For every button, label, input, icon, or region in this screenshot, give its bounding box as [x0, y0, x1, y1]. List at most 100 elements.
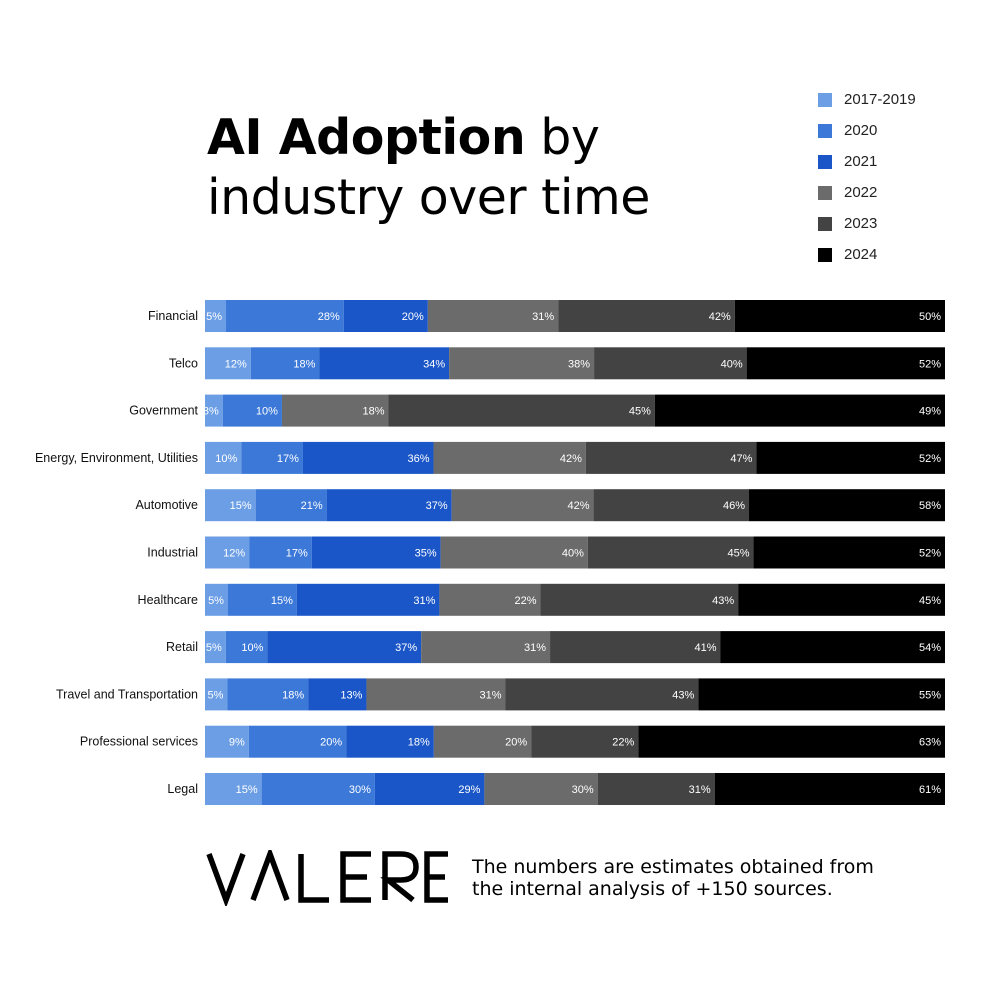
- category-label: Financial: [148, 309, 198, 323]
- data-label: 34%: [423, 358, 445, 370]
- data-label: 20%: [402, 311, 424, 323]
- data-label: 55%: [919, 689, 941, 701]
- category-label: Energy, Environment, Utilities: [35, 451, 198, 465]
- data-label: 17%: [286, 548, 308, 560]
- legend-label: 2022: [844, 184, 878, 201]
- data-label: 50%: [919, 311, 941, 323]
- data-label: 40%: [562, 548, 584, 560]
- legend-swatch: [818, 123, 832, 138]
- data-label: 5%: [208, 595, 224, 607]
- bar-segment: [343, 300, 428, 332]
- chart-legend: 2017-2019 2020 2021 2022 2023 2024: [818, 84, 916, 270]
- data-label: 15%: [271, 595, 293, 607]
- data-label: 31%: [479, 689, 501, 701]
- legend-item: 2024: [818, 239, 916, 270]
- valere-logo: [206, 850, 448, 906]
- bar-segment: [550, 631, 721, 664]
- data-label: 52%: [919, 548, 941, 560]
- category-label: Legal: [167, 782, 198, 796]
- legend-item: 2017-2019: [818, 84, 916, 115]
- data-label: 46%: [723, 500, 745, 512]
- data-label: 49%: [919, 406, 941, 418]
- data-label: 61%: [919, 784, 941, 796]
- data-label: 41%: [694, 642, 716, 654]
- category-label: Telco: [169, 356, 198, 370]
- bar-segment: [421, 631, 551, 664]
- bar-segment: [734, 300, 945, 332]
- data-label: 15%: [236, 784, 258, 796]
- bar-segment: [205, 300, 227, 332]
- data-label: 54%: [919, 642, 941, 654]
- bar-segment: [205, 441, 242, 474]
- data-label: 15%: [230, 500, 252, 512]
- category-label: Industrial: [147, 546, 198, 560]
- bar-segment: [433, 725, 532, 758]
- data-label: 10%: [215, 453, 237, 465]
- category-label: Travel and Transportation: [56, 687, 198, 701]
- bar-segment: [205, 583, 228, 616]
- data-label: 29%: [458, 784, 480, 796]
- bar-segment: [326, 489, 452, 522]
- legend-label: 2020: [844, 122, 878, 139]
- data-label: 43%: [712, 595, 734, 607]
- data-label: 37%: [426, 500, 448, 512]
- footnote-line1: The numbers are estimates obtained from: [472, 856, 874, 878]
- data-label: 18%: [408, 737, 430, 749]
- bar-segment: [255, 489, 327, 522]
- bar-segment: [205, 536, 250, 569]
- bar-segment: [227, 678, 309, 711]
- bar-segment: [449, 347, 595, 380]
- data-label: 5%: [206, 311, 222, 323]
- bar-segment: [558, 300, 735, 332]
- bar-segment: [749, 489, 945, 522]
- data-label: 12%: [225, 358, 247, 370]
- footnote: The numbers are estimates obtained from …: [472, 856, 972, 900]
- bar-segment: [638, 725, 945, 758]
- data-label: 28%: [318, 311, 340, 323]
- data-label: 18%: [362, 406, 384, 418]
- data-label: 52%: [919, 453, 941, 465]
- data-label: 10%: [256, 406, 278, 418]
- bar-segment: [738, 583, 945, 616]
- legend-item: 2023: [818, 208, 916, 239]
- bar-segment: [308, 678, 367, 711]
- bar-segment: [222, 394, 282, 427]
- legend-swatch: [818, 216, 832, 231]
- bar-segment: [597, 773, 715, 805]
- data-label: 45%: [919, 595, 941, 607]
- bar-segment: [319, 347, 450, 380]
- bar-segment: [439, 583, 541, 616]
- data-label: 30%: [572, 784, 594, 796]
- bar-segment: [227, 583, 297, 616]
- data-label: 9%: [229, 737, 245, 749]
- legend-item: 2022: [818, 177, 916, 208]
- data-label: 3%: [203, 406, 219, 418]
- legend-swatch: [818, 92, 832, 107]
- bar-segment: [756, 441, 945, 474]
- bar-segment: [388, 394, 655, 427]
- data-label: 17%: [277, 453, 299, 465]
- legend-swatch: [818, 247, 832, 262]
- legend-item: 2021: [818, 146, 916, 177]
- data-label: 43%: [672, 689, 694, 701]
- data-label: 5%: [206, 642, 222, 654]
- bar-segment: [540, 583, 739, 616]
- data-label: 52%: [919, 358, 941, 370]
- data-label: 40%: [721, 358, 743, 370]
- data-label: 63%: [919, 737, 941, 749]
- bar-segment: [205, 773, 262, 805]
- legend-label: 2021: [844, 153, 878, 170]
- bar-segment: [654, 394, 945, 427]
- chart-title: AI Adoption by industry over time: [207, 108, 767, 228]
- bar-segment: [746, 347, 945, 380]
- bar-segment: [587, 536, 754, 569]
- bar-segment: [753, 536, 945, 569]
- bar-segment: [374, 773, 485, 805]
- bar-segment: [296, 583, 440, 616]
- bar-segment: [205, 678, 228, 711]
- bar-segment: [484, 773, 598, 805]
- data-label: 47%: [730, 453, 752, 465]
- data-label: 13%: [340, 689, 362, 701]
- legend-item: 2020: [818, 115, 916, 146]
